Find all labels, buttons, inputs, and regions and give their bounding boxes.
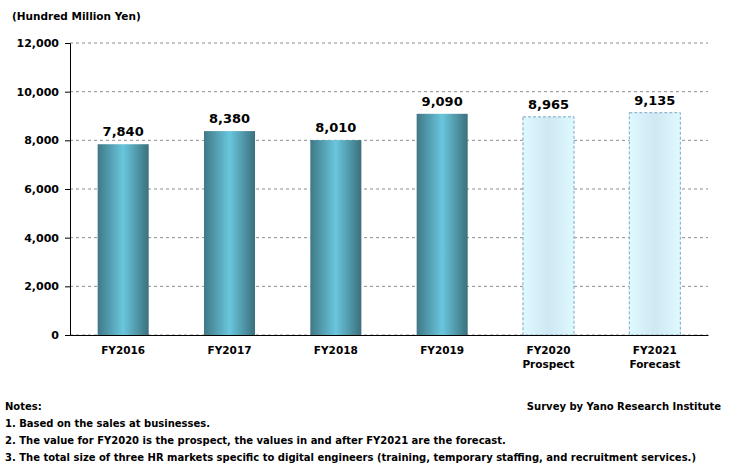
data-label: 8,010 xyxy=(315,120,356,135)
bar xyxy=(417,114,468,335)
source: Survey by Yano Research Institute xyxy=(527,401,721,412)
note: 2. The value for FY2020 is the prospect,… xyxy=(5,435,506,446)
tick: FY2021Forecast xyxy=(629,335,680,370)
data-label: 9,090 xyxy=(422,94,463,109)
tick: 2,000 xyxy=(24,280,70,293)
chart: 02,0004,0006,0008,00010,00012,000FY2016F… xyxy=(0,0,729,470)
tick: FY2017 xyxy=(208,335,252,356)
tick-mark xyxy=(65,286,70,287)
tick-mark xyxy=(65,189,70,190)
tick: FY2016 xyxy=(101,335,145,356)
note: Notes: xyxy=(5,401,42,412)
tick-label: FY2018 xyxy=(314,344,358,356)
tick-label: FY2020Prospect xyxy=(522,344,574,369)
bars xyxy=(98,113,681,335)
tick: 0 xyxy=(51,329,70,342)
bar xyxy=(98,144,149,335)
tick-label: 2,000 xyxy=(24,280,59,293)
grid-line xyxy=(70,237,708,238)
axis-line xyxy=(71,335,709,336)
bar xyxy=(310,140,361,335)
tick: 8,000 xyxy=(24,134,70,147)
grid-line xyxy=(70,140,708,141)
tick: 6,000 xyxy=(24,183,70,196)
tick-mark xyxy=(65,92,70,93)
tick-label: FY2017 xyxy=(208,344,252,356)
bar xyxy=(629,113,680,335)
grid-line xyxy=(70,43,708,44)
tick: FY2018 xyxy=(314,335,358,356)
tick: 12,000 xyxy=(17,37,70,50)
y-axis: 0 2,000 4,000 6,000 8,000 10,000 12,000 xyxy=(17,37,71,342)
grid xyxy=(70,43,708,335)
bar xyxy=(204,131,255,335)
tick-label: 10,000 xyxy=(17,86,60,99)
tick-mark xyxy=(65,43,70,44)
axis-line xyxy=(65,44,71,336)
bar xyxy=(523,117,574,335)
grid-line xyxy=(70,91,708,92)
tick-label: 4,000 xyxy=(24,232,59,245)
plot-area: 02,0004,0006,0008,00010,00012,000FY2016F… xyxy=(17,37,709,370)
data-label: 7,840 xyxy=(103,124,144,139)
tick-label: 8,000 xyxy=(24,134,59,147)
tick-label: FY2016 xyxy=(101,344,145,356)
tick-label: 6,000 xyxy=(24,183,59,196)
grid-line xyxy=(70,189,708,190)
tick: FY2019 xyxy=(420,335,464,356)
tick-mark xyxy=(65,238,70,239)
tick: 4,000 xyxy=(24,232,70,245)
data-label: 9,135 xyxy=(634,93,675,108)
tick: FY2020Prospect xyxy=(522,335,574,370)
grid-line xyxy=(70,335,708,336)
tick-label: 0 xyxy=(51,329,59,342)
tick-label: FY2019 xyxy=(420,344,464,356)
data-label: 8,965 xyxy=(528,97,569,112)
data-label: 8,380 xyxy=(209,111,250,126)
note: 3. The total size of three HR markets sp… xyxy=(5,452,696,463)
data-labels: 7,840 8,380 8,010 9,090 8,965 9,135 xyxy=(103,93,676,140)
tick-mark xyxy=(65,335,70,336)
note: 1. Based on the sales at businesses. xyxy=(5,418,210,429)
tick-mark xyxy=(65,140,70,141)
tick-label: FY2021Forecast xyxy=(629,344,680,369)
axis-title: (Hundred Million Yen) xyxy=(12,10,141,22)
tick: 10,000 xyxy=(17,86,70,99)
tick-label: 12,000 xyxy=(17,37,60,50)
x-axis: FY2016 FY2017 FY2018 FY2019 FY2020Prospect FY… xyxy=(71,335,709,370)
grid-line xyxy=(70,286,708,287)
